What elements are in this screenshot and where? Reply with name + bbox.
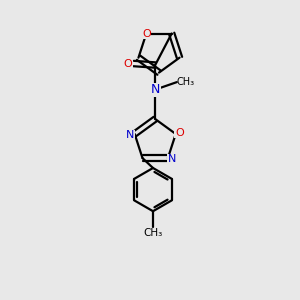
Text: CH₃: CH₃: [176, 76, 194, 86]
Text: N: N: [126, 130, 135, 140]
Text: O: O: [142, 28, 151, 38]
Text: CH₃: CH₃: [143, 228, 163, 239]
Text: O: O: [175, 128, 184, 138]
Text: N: N: [151, 83, 160, 96]
Text: N: N: [168, 154, 176, 164]
Text: O: O: [124, 58, 133, 68]
